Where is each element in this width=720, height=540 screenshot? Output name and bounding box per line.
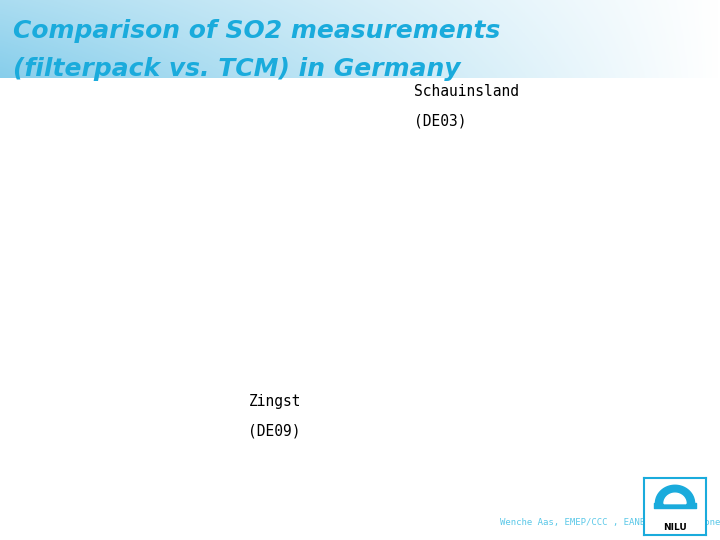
Text: (filterpack vs. TCM) in Germany: (filterpack vs. TCM) in Germany — [13, 57, 461, 80]
Text: Wenche Aas, EMEP/CCC , EANET STM8 -Indonesia 2007: Wenche Aas, EMEP/CCC , EANET STM8 -Indon… — [500, 517, 720, 526]
Text: (DE09): (DE09) — [248, 424, 301, 439]
Text: (DE03): (DE03) — [414, 113, 467, 129]
Text: Zingst: Zingst — [248, 394, 301, 409]
Text: Schauinsland: Schauinsland — [414, 84, 519, 99]
Polygon shape — [664, 493, 686, 503]
Text: Comparison of SO2 measurements: Comparison of SO2 measurements — [13, 19, 500, 43]
Text: NILU: NILU — [663, 523, 687, 532]
Polygon shape — [655, 485, 695, 503]
